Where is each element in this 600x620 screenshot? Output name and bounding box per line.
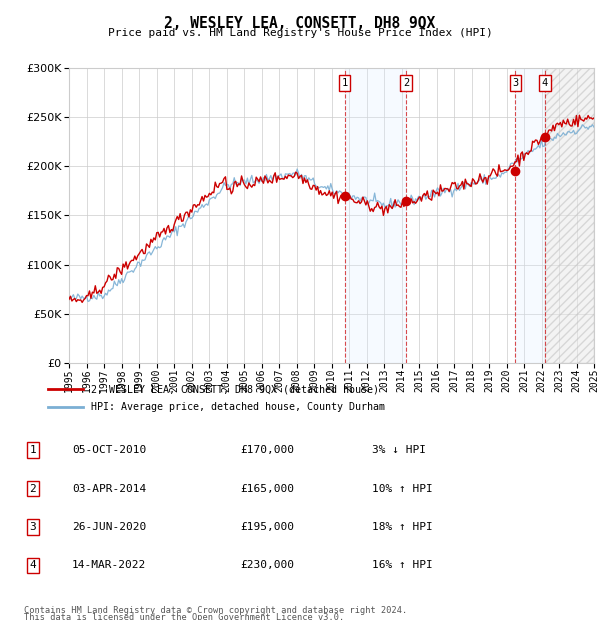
Text: 18% ↑ HPI: 18% ↑ HPI [372, 522, 433, 532]
Text: £165,000: £165,000 [240, 484, 294, 494]
Bar [545, 68, 594, 363]
Text: Contains HM Land Registry data © Crown copyright and database right 2024.: Contains HM Land Registry data © Crown c… [24, 606, 407, 614]
Text: Price paid vs. HM Land Registry's House Price Index (HPI): Price paid vs. HM Land Registry's House … [107, 28, 493, 38]
Text: 26-JUN-2020: 26-JUN-2020 [72, 522, 146, 532]
Text: 3: 3 [512, 78, 518, 88]
Text: 4: 4 [29, 560, 37, 570]
Text: 4: 4 [542, 78, 548, 88]
Text: 1: 1 [341, 78, 348, 88]
Text: 3% ↓ HPI: 3% ↓ HPI [372, 445, 426, 455]
Text: 05-OCT-2010: 05-OCT-2010 [72, 445, 146, 455]
Text: 10% ↑ HPI: 10% ↑ HPI [372, 484, 433, 494]
Text: 03-APR-2014: 03-APR-2014 [72, 484, 146, 494]
Text: This data is licensed under the Open Government Licence v3.0.: This data is licensed under the Open Gov… [24, 613, 344, 620]
Text: 16% ↑ HPI: 16% ↑ HPI [372, 560, 433, 570]
Bar [515, 68, 545, 363]
Text: £230,000: £230,000 [240, 560, 294, 570]
Text: 2: 2 [29, 484, 37, 494]
Text: £170,000: £170,000 [240, 445, 294, 455]
Text: 2, WESLEY LEA, CONSETT, DH8 9QX: 2, WESLEY LEA, CONSETT, DH8 9QX [164, 16, 436, 30]
Text: 2: 2 [403, 78, 409, 88]
Text: HPI: Average price, detached house, County Durham: HPI: Average price, detached house, Coun… [91, 402, 385, 412]
Text: £195,000: £195,000 [240, 522, 294, 532]
Text: 2, WESLEY LEA, CONSETT, DH8 9QX (detached house): 2, WESLEY LEA, CONSETT, DH8 9QX (detache… [91, 384, 379, 394]
Text: 3: 3 [29, 522, 37, 532]
Text: 1: 1 [29, 445, 37, 455]
Bar [344, 68, 406, 363]
Text: 14-MAR-2022: 14-MAR-2022 [72, 560, 146, 570]
